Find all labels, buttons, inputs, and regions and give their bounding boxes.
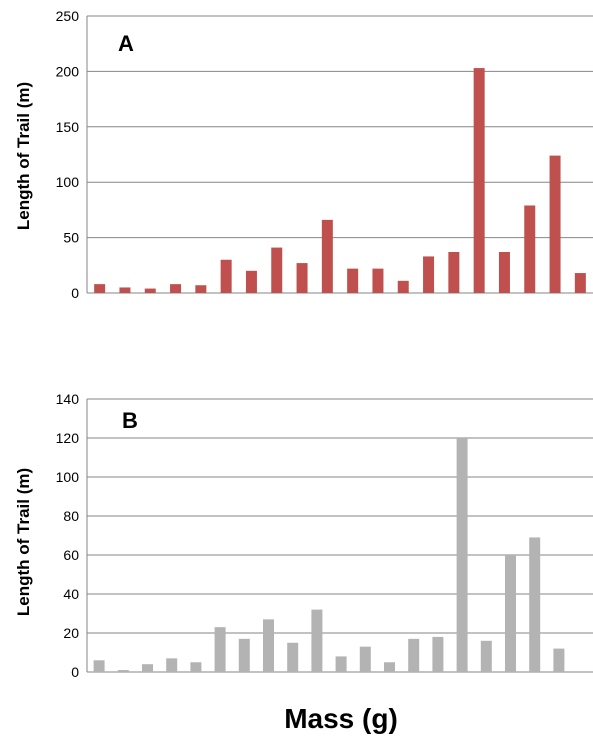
chart-b-y-tick-label: 60 [63,547,79,563]
chart-a-bar [94,284,106,293]
chart-a-y-ticks: 0 50 100 150 200 250 [56,8,80,301]
chart-a-bar [498,252,510,293]
chart-a-bar [296,263,308,293]
chart-b-y-tick-label: 80 [63,508,79,524]
chart-b-bar [263,619,274,672]
chart-a-y-axis-title: Length of Trail (m) [14,82,33,230]
chart-a-y-tick-label: 250 [56,8,80,24]
x-axis-title: Mass (g) [284,703,398,734]
chart-a-bar [321,219,333,293]
chart-a-bar [524,205,536,293]
chart-a-panel-label: A [118,31,134,56]
chart-a-y-tick-label: 150 [56,119,80,135]
chart-a-bar [549,155,561,293]
chart-a-bar [119,287,131,293]
chart-b-bar [480,640,492,672]
chart-b-y-tick-label: 120 [56,430,80,446]
chart-b-bar [117,670,129,672]
chart-a-y-tick-label: 200 [56,63,80,79]
chart-a-bars [94,68,586,294]
chart-b-bar [529,537,541,672]
chart-b-bars [93,438,565,672]
chart-b-bar [142,664,153,672]
chart-b-bar [335,656,347,672]
chart-b-y-tick-label: 140 [56,391,80,407]
chart-a-y-tick-label: 0 [71,285,79,301]
chart-b-y-tick-label: 100 [56,469,80,485]
chart-a-bar [347,268,359,293]
chart-b-bar [311,609,323,672]
chart-b-gridlines [87,398,593,634]
chart-a-y-tick-label: 100 [56,174,80,190]
chart-b-bar [238,638,250,672]
chart-b-y-ticks: 0 20 40 60 80 100 120 140 [56,391,80,680]
chart-b-bar [214,627,226,672]
chart-a-gridlines [87,15,593,239]
chart-a-bar [574,273,586,293]
chart-a-bar [195,285,207,293]
chart-b-bar [359,646,371,672]
chart-a-bar [245,270,257,293]
chart-b-y-axis-title: Length of Trail (m) [14,468,33,616]
chart-b-bar [456,438,468,672]
chart-b-bar [190,662,202,672]
chart-b-bar [384,662,395,672]
chart-a-y-tick-label: 50 [63,230,79,246]
chart-b-bar [432,636,444,672]
chart-a-bar [144,288,156,293]
chart-b-bar [166,658,178,672]
chart-b-panel-label: B [122,408,138,433]
chart-a-bar [397,280,409,293]
chart-a-bar [220,259,232,293]
chart-b-bar [287,642,299,672]
chart-a-bar [448,252,460,293]
chart-a-bar [372,268,384,293]
chart-a-bar [271,247,283,293]
chart-b-y-tick-label: 0 [71,664,79,680]
chart-a-bar [170,284,182,293]
chart-b-bar [93,660,105,672]
chart-a: 0 50 100 150 200 250 A Length of Trail (m) [14,8,593,301]
chart-b-bar [553,648,565,672]
chart-a-bar [473,68,485,294]
chart-b-bar [408,638,420,672]
chart-b-bar [505,555,516,672]
chart-b-y-tick-label: 20 [63,625,79,641]
chart-b: 0 20 40 60 80 100 120 140 B Length of Trail (m) [14,391,593,680]
chart-b-y-tick-label: 40 [63,586,79,602]
chart-a-bar [423,256,435,293]
